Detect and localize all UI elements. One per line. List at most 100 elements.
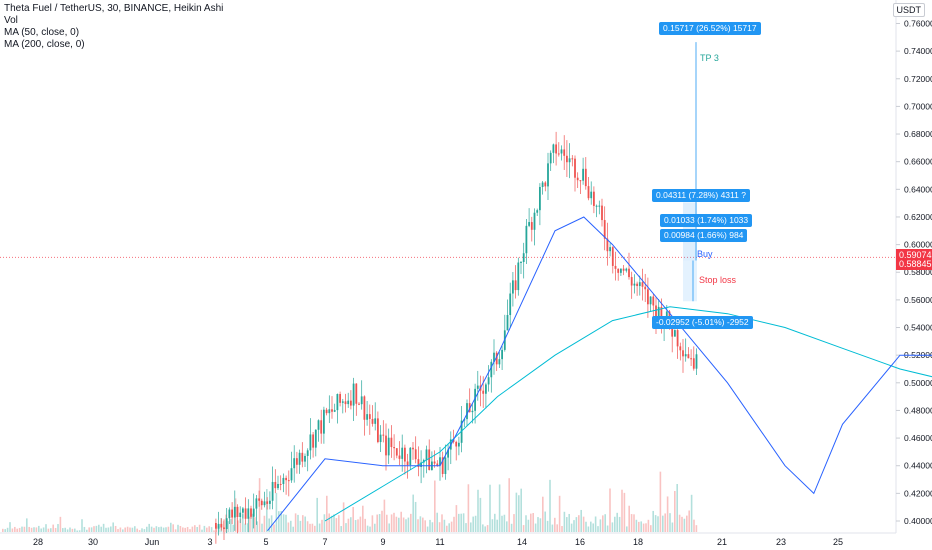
- tp3-annotation[interactable]: TP 3: [700, 52, 719, 63]
- candle-body: [655, 305, 657, 321]
- volume-bar: [71, 528, 74, 532]
- volume-bar: [599, 519, 602, 532]
- buy-annotation[interactable]: Buy: [697, 248, 713, 259]
- candle-body: [674, 330, 676, 337]
- candle-body: [368, 414, 371, 419]
- candle-body: [617, 268, 620, 273]
- volume-bar: [350, 517, 352, 532]
- candle-body: [501, 349, 503, 360]
- volume-bar: [57, 524, 59, 532]
- volume-bar: [227, 521, 230, 532]
- candle-body: [350, 400, 352, 406]
- measure-label-tp1[interactable]: 0.01033 (1.74%) 1033: [660, 213, 753, 227]
- candle-body: [393, 447, 395, 449]
- volume-bar: [621, 489, 623, 532]
- ma50-indicator-label[interactable]: MA (50, close, 0): [4, 27, 80, 38]
- candle-body: [509, 293, 512, 316]
- volume-bar: [592, 523, 594, 532]
- volume-bar: [549, 479, 551, 532]
- y-tick-label: 0.50000: [904, 378, 932, 388]
- candle-body: [506, 315, 509, 331]
- volume-bar: [158, 527, 160, 532]
- candle-body: [312, 434, 314, 448]
- candle-body: [417, 459, 420, 468]
- volume-bar: [606, 525, 609, 532]
- volume-bar: [95, 525, 98, 532]
- volume-bar: [371, 515, 374, 532]
- ma200-indicator-label[interactable]: MA (200, close, 0): [4, 39, 85, 50]
- candle-body: [695, 354, 698, 369]
- candle-body: [306, 450, 309, 456]
- candle-body: [603, 220, 606, 239]
- volume-bar: [654, 515, 657, 532]
- volume-bar: [676, 484, 678, 532]
- candle-body: [390, 437, 393, 448]
- volume-bar: [436, 512, 438, 532]
- candle-body: [487, 377, 490, 385]
- volume-bar: [383, 499, 386, 532]
- candle-body: [409, 447, 412, 465]
- x-tick-label: 18: [633, 537, 643, 547]
- volume-bar: [330, 515, 333, 532]
- candle-body: [692, 358, 695, 369]
- volume-bar: [431, 522, 434, 532]
- volume-bar: [494, 513, 496, 532]
- candle-body: [614, 265, 617, 269]
- volume-bar: [642, 523, 645, 532]
- stop-loss-annotation[interactable]: Stop loss: [699, 275, 737, 286]
- volume-bar: [376, 514, 378, 532]
- measure-label-entry[interactable]: 0.00984 (1.66%) 984: [660, 229, 748, 243]
- candle-body: [549, 152, 552, 164]
- candle-body: [220, 523, 223, 528]
- y-tick-label: 0.58000: [904, 267, 932, 277]
- volume-bar: [150, 526, 153, 532]
- volume-bar: [342, 502, 345, 532]
- volume-bar: [98, 524, 100, 532]
- candle-body: [242, 508, 244, 513]
- candle-body: [522, 253, 525, 262]
- candle-body: [568, 158, 571, 163]
- volume-bar: [484, 526, 486, 532]
- volume-bar: [438, 522, 441, 532]
- volume-bar: [585, 521, 587, 532]
- candle-body: [544, 182, 547, 187]
- measure-label-range[interactable]: 0.04311 (7.28%) 4311 ?: [652, 188, 750, 202]
- candle-body: [352, 383, 355, 406]
- volume-bar: [40, 528, 42, 532]
- volume-bar: [573, 520, 575, 532]
- volume-bar: [333, 514, 335, 532]
- candle-body: [285, 477, 287, 481]
- candle-body: [323, 409, 325, 434]
- volume-indicator-label[interactable]: Vol: [4, 15, 18, 26]
- candle-body: [439, 457, 441, 466]
- volume-bar: [268, 518, 270, 532]
- candle-body: [652, 296, 655, 306]
- volume-bar: [270, 515, 273, 532]
- volume-bar: [429, 519, 431, 532]
- candle-body: [420, 462, 422, 468]
- volume-bar: [650, 525, 652, 532]
- candle-body: [641, 282, 644, 287]
- candle-body: [682, 350, 684, 357]
- volume-bar: [587, 526, 590, 532]
- measure-label-stop[interactable]: -0.02952 (-5.01%) -2952: [652, 315, 753, 329]
- volume-bar: [609, 488, 611, 532]
- y-tick-label: 0.42000: [904, 488, 932, 498]
- candle-body: [687, 354, 690, 359]
- measure-label-tp3[interactable]: 0.15717 (26.52%) 15717: [659, 22, 761, 36]
- candle-body: [258, 498, 260, 501]
- candle-body: [244, 508, 247, 519]
- symbol-title[interactable]: Theta Fuel / TetherUS, 30, BINANCE, Heik…: [4, 3, 224, 14]
- volume-bar: [568, 513, 570, 532]
- volume-bar: [201, 529, 203, 532]
- y-tick-label: 0.60000: [904, 240, 932, 250]
- candle-body: [595, 205, 598, 207]
- volume-bar: [662, 515, 664, 532]
- currency-selector[interactable]: USDT: [892, 3, 925, 17]
- volume-bar: [258, 478, 261, 532]
- volume-bar: [657, 516, 659, 532]
- candle-body: [517, 262, 520, 291]
- volume-bar: [340, 526, 342, 532]
- volume-bar: [683, 518, 686, 532]
